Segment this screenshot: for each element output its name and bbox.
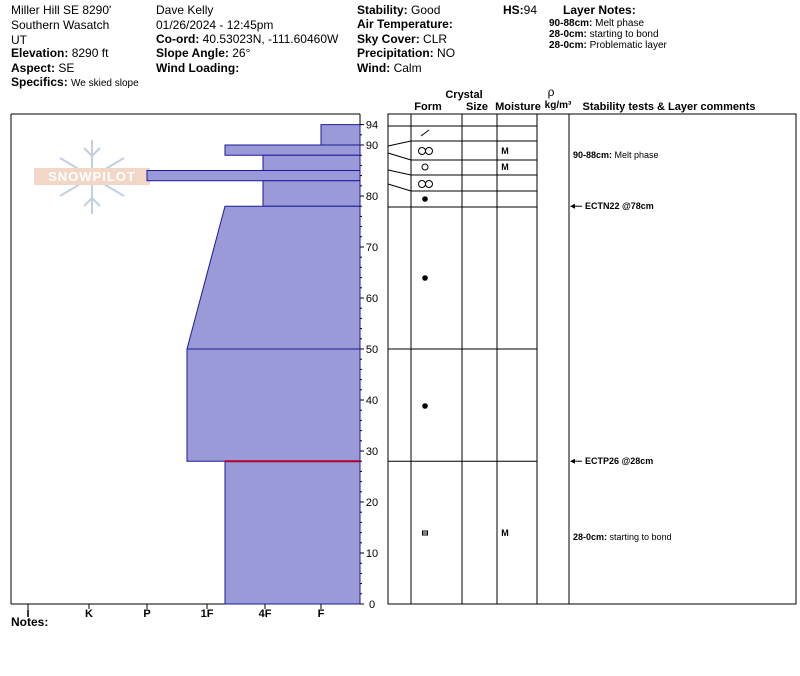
row-connector-3 <box>387 152 412 161</box>
melt-form-icon <box>418 147 426 155</box>
header-coord: Co-ord: 40.53023N, -111.60460W <box>156 32 339 46</box>
melt-form-icon <box>425 147 433 155</box>
header-elevation: Elevation: 8290 ft <box>11 46 109 60</box>
stability-test-label-2: ECTP26 @28cm <box>585 456 653 466</box>
height-tick-label-4: 70 <box>366 242 378 254</box>
hardness-layer-1 <box>320 124 361 146</box>
col-form: Form <box>414 101 442 113</box>
height-tick-label-6: 50 <box>366 344 378 356</box>
hardness-layer-4 <box>146 170 361 182</box>
watermark-band <box>34 168 150 185</box>
header-stability: Stability: Good <box>357 3 441 17</box>
header-observer: Dave Kelly <box>156 3 214 17</box>
height-tick-label-9: 20 <box>366 497 378 509</box>
layer-note-2: 28-0cm: starting to bond <box>549 29 659 40</box>
col-moisture: Moisture <box>495 101 541 113</box>
precipitation-particle-icon <box>422 196 428 202</box>
hardness-layer-5 <box>262 180 361 207</box>
height-tick-label-3: 80 <box>366 191 378 203</box>
header-state: UT <box>11 33 27 47</box>
watermark-text: SNOWPILOT <box>48 169 136 184</box>
layer-comment-1: 90-88cm: Melt phase <box>573 150 659 160</box>
height-tick-label-10: 10 <box>366 548 378 560</box>
melt-form-icon <box>418 180 426 188</box>
header-datetime: 01/26/2024 - 12:45pm <box>156 18 274 32</box>
col-density: kg/m³ <box>545 100 572 111</box>
hardness-layer-6 <box>186 205 361 350</box>
height-tick-label-5: 60 <box>366 293 378 305</box>
height-tick-label-11: 0 <box>369 599 375 611</box>
hardness-tick-label-1: I <box>26 608 29 620</box>
height-tick-label-7: 40 <box>366 395 378 407</box>
col-size: Size <box>466 101 488 113</box>
row-connector-5 <box>387 183 412 192</box>
layer-note-1: 90-88cm: Melt phase <box>549 18 645 29</box>
rounded-grain-icon <box>421 163 429 171</box>
moisture-label-2: M <box>501 146 509 156</box>
hardness-tick-label-2: K <box>85 608 93 620</box>
notes-label: Notes: <box>11 615 48 629</box>
col-crystal: Crystal <box>445 89 482 101</box>
layer-note-3: 28-0cm: Problematic layer <box>549 40 667 51</box>
hardness-layer-2 <box>224 144 361 156</box>
header-wind-loading: Wind Loading: <box>156 61 240 75</box>
snowpilot-watermark: SNOWPILOT <box>34 140 150 214</box>
decomposing-fragments-icon <box>420 129 430 137</box>
hardness-layers <box>146 124 361 605</box>
layer-comment-2: 28-0cm: starting to bond <box>573 532 672 542</box>
row-connector-2 <box>387 140 412 147</box>
header-aspect: Aspect: SE <box>11 61 75 75</box>
hardness-tick-label-3: P <box>143 608 150 620</box>
header-hs: HS:94 <box>503 3 538 17</box>
arrow-head-icon <box>570 458 575 464</box>
layer-table-rows: MMM <box>387 125 537 538</box>
col-rho: ρ <box>548 85 555 99</box>
moisture-label-3: M <box>501 162 509 172</box>
hardness-axis: I K P 1F 4F F <box>26 604 325 620</box>
layer-comment-range: 90-88cm: <box>573 150 615 160</box>
header-sky: Sky Cover: CLR <box>357 32 448 46</box>
hardness-tick-label-5: 4F <box>259 608 272 620</box>
height-tick-label-1: 94 <box>366 120 378 132</box>
arrow-head-icon <box>570 203 575 209</box>
header-specifics: Specifics: We skied slope <box>11 75 139 89</box>
header-location: Miller Hill SE 8290' <box>11 3 112 17</box>
header-precip: Precipitation: NO <box>357 46 456 60</box>
row-connector-4 <box>387 169 412 176</box>
stability-test-label-1: ECTN22 @78cm <box>585 201 654 211</box>
melt-form-icon <box>425 180 433 188</box>
hardness-tick-label-4: 1F <box>201 608 214 620</box>
header-wind: Wind: Calm <box>357 61 422 75</box>
layer-table-frame <box>387 113 797 605</box>
hardness-layer-7 <box>186 348 361 462</box>
precipitation-particle-icon <box>422 275 428 281</box>
height-tick-label-8: 30 <box>366 446 378 458</box>
layer-comment-text: starting to bond <box>610 532 672 542</box>
height-axis: 94 90 80 70 60 50 40 30 20 10 0 <box>360 120 378 611</box>
header-slope: Slope Angle: 26° <box>156 46 251 60</box>
hardness-tick-label-6: F <box>318 608 325 620</box>
crystal-form-symbols <box>418 129 433 536</box>
col-stability: Stability tests & Layer comments <box>582 101 755 113</box>
stability-tests: ECTN22 @78cm ECTP26 @28cm 90-88cm: Melt ph… <box>570 150 672 542</box>
layer-notes-title: Layer Notes: <box>563 3 636 17</box>
header-air-temp: Air Temperature: <box>357 17 453 31</box>
layer-comment-range: 28-0cm: <box>573 532 610 542</box>
moisture-label-8: M <box>501 528 509 538</box>
layer-comment-text: Melt phase <box>615 150 659 160</box>
hardness-layer-8 <box>224 460 361 605</box>
precipitation-particle-icon <box>422 403 428 409</box>
header-range: Southern Wasatch <box>11 18 110 32</box>
height-tick-label-2: 90 <box>366 140 378 152</box>
hardness-layer-3 <box>262 154 361 171</box>
